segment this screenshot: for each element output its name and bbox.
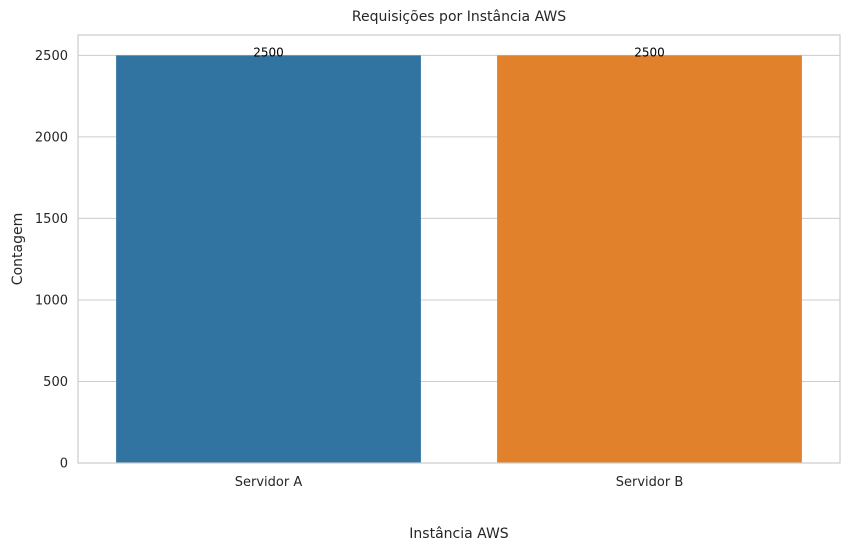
- x-tick-label-1: Servidor A: [235, 475, 303, 490]
- y-axis-ticks: 0 500 1000 1500 2000 2500: [35, 49, 68, 472]
- x-axis-label: Instância AWS: [409, 526, 509, 542]
- data-label-2: 2500: [634, 45, 665, 59]
- x-tick-label-2: Servidor B: [616, 475, 684, 490]
- y-tick-label-2500: 2500: [35, 49, 68, 64]
- y-tick-label-500: 500: [43, 375, 68, 390]
- bars: [116, 55, 802, 463]
- bar-2: [497, 55, 802, 463]
- y-tick-label-0: 0: [60, 457, 68, 472]
- chart-title: Requisições por Instância AWS: [352, 9, 566, 25]
- x-axis-ticks: Servidor A Servidor B: [235, 475, 684, 490]
- plot-frame: [77, 34, 841, 464]
- y-tick-label-1500: 1500: [35, 212, 68, 227]
- y-tick-label-1000: 1000: [35, 293, 68, 308]
- y-tick-label-2000: 2000: [35, 130, 68, 145]
- y-axis-label: Contagem: [10, 213, 26, 285]
- data-labels: 2500 2500: [253, 45, 665, 59]
- data-label-1: 2500: [253, 45, 284, 59]
- bar-1: [116, 55, 421, 463]
